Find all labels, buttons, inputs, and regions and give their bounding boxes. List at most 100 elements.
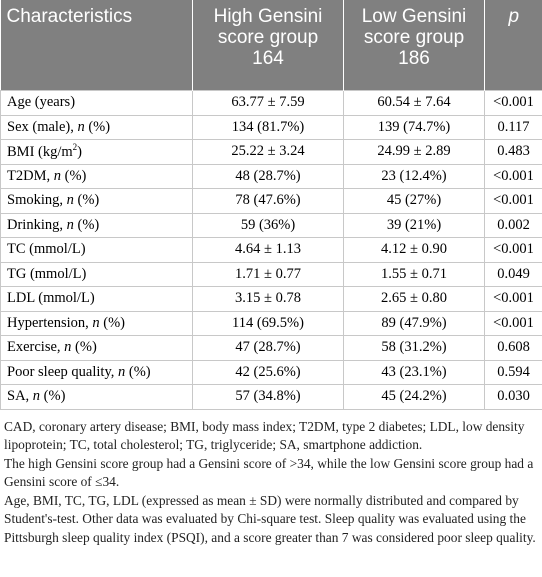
- label-text: n: [53, 167, 61, 184]
- value-text: <0.001: [493, 192, 534, 209]
- value-text: 42 (25.6%): [235, 363, 301, 380]
- value-text: <0.001: [493, 167, 534, 184]
- label-text: TG (mmol/L): [7, 265, 87, 282]
- label-text: (%): [99, 314, 125, 331]
- value-text: 23 (12.4%): [381, 167, 447, 184]
- value-cell: 134 (81.7%): [192, 114, 344, 140]
- value-text: 0.608: [497, 339, 530, 356]
- value-text: 45 (27%): [386, 192, 442, 209]
- value-cell: 57 (34.8%): [192, 384, 344, 410]
- table-row: TC (mmol/L) 4.64 ± 1.13 4.12 ± 0.90 <0.001: [0, 237, 542, 263]
- value-cell: 0.608: [484, 335, 542, 361]
- value-text: 4.64 ± 1.13: [235, 241, 301, 258]
- label-cell: LDL (mmol/L): [0, 286, 193, 312]
- value-cell: <0.001: [484, 90, 542, 116]
- header-cell: Low Gensini score group 186: [343, 0, 485, 91]
- label-text: (%): [71, 339, 97, 356]
- value-cell: 0.483: [484, 139, 542, 165]
- value-text: 1.71 ± 0.77: [235, 265, 301, 282]
- label-cell: Sex (male), n (%): [0, 114, 193, 140]
- value-cell: 0.594: [484, 359, 542, 385]
- label-text: Drinking,: [7, 216, 67, 233]
- value-text: 39 (21%): [386, 216, 442, 233]
- header-n: 164: [252, 48, 284, 69]
- label-cell: SA, n (%): [0, 384, 193, 410]
- value-text: 25.22 ± 3.24: [231, 143, 305, 160]
- value-text: <0.001: [493, 314, 534, 331]
- label-cell: T2DM, n (%): [0, 163, 193, 189]
- value-text: 114 (69.5%): [232, 314, 304, 331]
- value-cell: 24.99 ± 2.89: [343, 139, 485, 165]
- value-text: 1.55 ± 0.71: [381, 265, 447, 282]
- table-row: Age (years) 63.77 ± 7.59 60.54 ± 7.64 <0.00…: [0, 90, 542, 116]
- value-text: <0.001: [493, 290, 534, 307]
- label-text: Poor sleep quality,: [7, 363, 119, 380]
- label-text: Age (years): [7, 94, 76, 111]
- header-text: p: [508, 6, 520, 27]
- label-cell: Age (years): [0, 90, 193, 116]
- value-cell: 0.030: [484, 384, 542, 410]
- value-cell: 2.65 ± 0.80: [343, 286, 485, 312]
- label-text: n: [92, 314, 100, 331]
- table-row: Exercise, n (%) 47 (28.7%) 58 (31.2%) 0.608: [0, 335, 542, 361]
- table-row: BMI (kg/m2) 25.22 ± 3.24 24.99 ± 2.89 0.483: [0, 139, 542, 165]
- label-cell: TG (mmol/L): [0, 261, 193, 287]
- value-text: 57 (34.8%): [235, 388, 301, 405]
- table-row: LDL (mmol/L) 3.15 ± 0.78 2.65 ± 0.80 <0.001: [0, 286, 542, 312]
- table-row: Smoking, n (%) 78 (47.6%) 45 (27%) <0.001: [0, 188, 542, 214]
- value-cell: 3.15 ± 0.78: [192, 286, 344, 312]
- value-text: 89 (47.9%): [381, 314, 447, 331]
- value-cell: 139 (74.7%): [343, 114, 485, 140]
- label-text: TC (mmol/L): [7, 241, 86, 258]
- value-text: 78 (47.6%): [235, 192, 301, 209]
- label-text: (%): [73, 216, 100, 233]
- value-text: 134 (81.7%): [231, 118, 305, 135]
- value-text: 43 (23.1%): [381, 363, 447, 380]
- label-text: n: [66, 216, 74, 233]
- footnote: Age, BMI, TC, TG, LDL (expressed as mean…: [4, 492, 536, 546]
- label-cell: BMI (kg/m2): [0, 139, 193, 165]
- footnotes: CAD, coronary artery disease; BMI, body …: [0, 410, 542, 548]
- header-text: High Gensini score group: [213, 6, 323, 48]
- value-text: 2.65 ± 0.80: [381, 290, 447, 307]
- value-cell: 0.117: [484, 114, 542, 140]
- label-text: Hypertension,: [7, 314, 93, 331]
- label-cell: Exercise, n (%): [0, 335, 193, 361]
- value-cell: 47 (28.7%): [192, 335, 344, 361]
- label-text: Exercise,: [7, 339, 65, 356]
- value-text: 0.594: [497, 363, 530, 380]
- value-text: 45 (24.2%): [381, 388, 447, 405]
- label-text: n: [64, 339, 72, 356]
- header-n: 186: [398, 48, 430, 69]
- value-cell: <0.001: [484, 237, 542, 263]
- label-text: T2DM,: [7, 167, 54, 184]
- header-text: Low Gensini score group: [361, 6, 467, 48]
- value-text: 0.002: [497, 216, 530, 233]
- table-row: TG (mmol/L) 1.71 ± 0.77 1.55 ± 0.71 0.049: [0, 261, 542, 287]
- value-cell: 39 (21%): [343, 212, 485, 238]
- label-text: (%): [125, 363, 151, 380]
- value-cell: 63.77 ± 7.59: [192, 90, 344, 116]
- label-text: 2: [72, 142, 78, 153]
- label-text: (%): [84, 118, 111, 135]
- label-cell: Poor sleep quality, n (%): [0, 359, 193, 385]
- value-text: 24.99 ± 2.89: [377, 143, 451, 160]
- value-text: 60.54 ± 7.64: [377, 94, 451, 111]
- value-text: 4.12 ± 0.90: [381, 241, 447, 258]
- value-cell: 48 (28.7%): [192, 163, 344, 189]
- label-text: Sex (male),: [7, 118, 78, 135]
- table-row: Sex (male), n (%) 134 (81.7%) 139 (74.7%) 0…: [0, 114, 542, 140]
- label-cell: Smoking, n (%): [0, 188, 193, 214]
- value-text: 139 (74.7%): [377, 118, 451, 135]
- value-text: 0.117: [497, 118, 530, 135]
- data-table: Characteristics High Gensini score group…: [0, 0, 542, 410]
- label-text: BMI (kg/m: [7, 144, 73, 161]
- value-text: 0.030: [497, 388, 530, 405]
- value-text: 63.77 ± 7.59: [231, 94, 305, 111]
- footnote: The high Gensini score group had a Gensi…: [4, 455, 534, 490]
- value-cell: 25.22 ± 3.24: [192, 139, 344, 165]
- footnote: CAD, coronary artery disease; BMI, body …: [4, 418, 525, 453]
- value-cell: 59 (36%): [192, 212, 344, 238]
- value-cell: 0.002: [484, 212, 542, 238]
- value-cell: 1.71 ± 0.77: [192, 261, 344, 287]
